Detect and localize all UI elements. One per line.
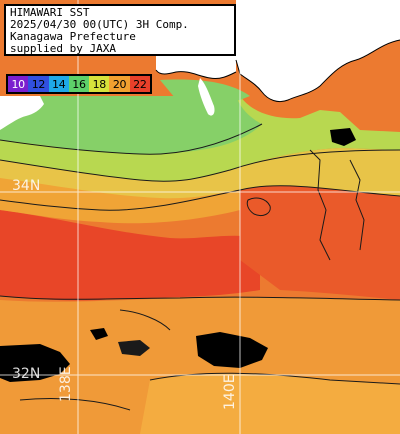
isotherm-contours (0, 123, 400, 411)
legend-item-12: 12 (28, 76, 49, 92)
contour-line (246, 197, 271, 217)
temperature-legend: 10 12 14 16 18 20 22 (6, 74, 152, 94)
info-region: Kanagawa Prefecture (10, 30, 136, 43)
lat-label-34n: 34N (12, 178, 41, 194)
cloud-west (0, 344, 70, 382)
contour-line (349, 159, 365, 251)
cloud-small (118, 340, 150, 356)
cloud-center (196, 332, 268, 368)
land-izu (198, 78, 215, 116)
lat-label-32n: 32N (12, 366, 41, 382)
legend-item-14: 14 (48, 76, 69, 92)
info-datetime: 2025/04/30 00(UTC) 3H Comp. (10, 18, 189, 31)
contour-line (0, 185, 400, 211)
coastline (155, 39, 400, 103)
sea-hot-east (240, 185, 400, 300)
contour-line (309, 149, 331, 261)
sea-green (0, 96, 262, 154)
cloud-speck (90, 328, 108, 340)
coastline-segment (235, 39, 400, 103)
coastline-segment (155, 69, 237, 79)
sea-hot-band (0, 210, 260, 301)
info-source: supplied by JAXA (10, 42, 116, 55)
land-west (0, 96, 44, 130)
legend-item-20: 20 (109, 76, 130, 92)
contour-line (0, 149, 400, 182)
land-kanto (236, 0, 400, 102)
legend-item-10: 10 (8, 76, 29, 92)
contour-line (0, 123, 263, 155)
info-title: HIMAWARI SST (10, 6, 90, 19)
contour-line (0, 295, 400, 301)
map-info-box: HIMAWARI SST 2025/04/30 00(UTC) 3H Comp.… (4, 4, 236, 56)
legend-item-16: 16 (68, 76, 90, 92)
legend-item-18: 18 (89, 76, 110, 92)
contour-line (149, 372, 400, 385)
sea-orange-band (0, 178, 240, 224)
lon-label-138e: 138E (58, 366, 74, 402)
contour-line (19, 397, 131, 411)
lon-label-140e: 140E (222, 374, 238, 410)
contour-line (119, 309, 171, 331)
sea-south-light (140, 373, 400, 434)
cloud-north-east (330, 128, 356, 146)
legend-item-22: 22 (129, 76, 150, 92)
